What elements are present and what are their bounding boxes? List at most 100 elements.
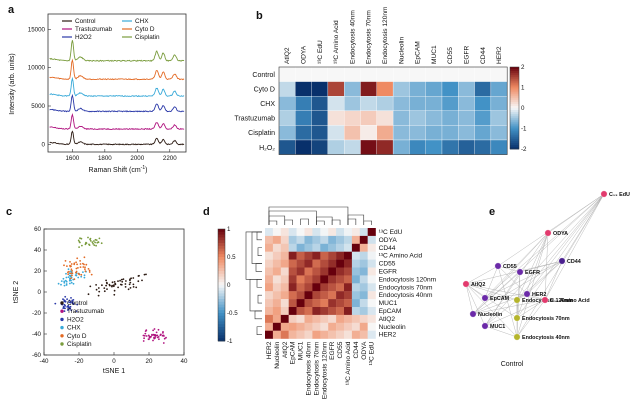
colorbar-b-segment [510, 108, 519, 111]
colorbar-d-tick: -1 [227, 338, 233, 345]
heatmap-d-cell [367, 283, 376, 292]
heatmap-b-cell [474, 81, 492, 97]
heatmap-d-cell [328, 259, 337, 268]
heatmap-d-col-label: HER2 [266, 341, 273, 359]
network-node-label: Endocytosis 70nm [522, 316, 570, 322]
tsne-point-trastuzumab [151, 334, 153, 337]
colorbar-d-segment [218, 329, 225, 333]
heatmap-d-cell [359, 322, 368, 331]
network-edge [516, 232, 549, 338]
heatmap-d-row-label: Endocytosis 120nm [379, 276, 437, 283]
y-tick-label-c: -60 [32, 352, 42, 359]
network-edge [516, 271, 521, 338]
heatmap-d-cell [272, 314, 281, 323]
heatmap-d-cell [288, 243, 297, 252]
heatmap-d-cell [367, 228, 376, 237]
colorbar-d-segment [218, 231, 225, 235]
heatmap-d-col-label: ¹³C Amino Acid [345, 341, 352, 385]
x-tick-label-c: 0 [112, 358, 116, 365]
heatmap-d-cell [344, 314, 353, 323]
heatmap-d-cell [336, 243, 345, 252]
tsne-point-cyto-d [70, 268, 73, 271]
heatmap-b-row-label: Cyto D [254, 86, 275, 93]
network-edge [497, 265, 521, 273]
tsne-point-control [117, 280, 119, 282]
heatmap-d-cell [272, 291, 281, 300]
heatmap-b-cell [376, 139, 394, 155]
tsne-point-trastuzumab [152, 333, 155, 336]
heatmap-d-row-label: ¹³C Amino Acid [379, 253, 423, 260]
tsne-point-h2o2 [69, 301, 72, 304]
network-edge [484, 232, 549, 327]
tsne-point-h2o2 [69, 307, 72, 310]
tsne-point-h2o2 [63, 300, 66, 303]
heatmap-b-cell [409, 96, 426, 111]
heatmap-d-cell [280, 283, 289, 292]
heatmap-b-cell [392, 139, 410, 155]
dendrogram-branch [268, 206, 349, 225]
heatmap-d-cell [359, 314, 368, 323]
network-edge [516, 193, 605, 338]
heatmap-d-cell [304, 259, 313, 268]
colorbar-b-segment [510, 132, 519, 136]
heatmap-b-cell [392, 125, 410, 141]
heatmap-d-col-label: Endocytosis 40nm [305, 341, 312, 395]
tsne-point-cyto-d [90, 273, 93, 276]
network-edge [544, 193, 605, 301]
tsne-point-chx [57, 282, 60, 285]
colorbar-b-segment [510, 144, 519, 148]
heatmap-d-cell [351, 330, 360, 339]
network-node-her2 [523, 290, 531, 298]
colorbar-d-segment [218, 335, 225, 339]
tsne-point-control [113, 293, 116, 296]
heatmap-d-cell [312, 243, 321, 252]
heatmap-d-cell [272, 228, 281, 237]
heatmap-b-cell [441, 110, 459, 126]
heatmap-d-cell [272, 330, 281, 339]
heatmap-b-cell [458, 110, 475, 126]
network-node-egfr [516, 268, 524, 276]
tsne-point-cisplatin [98, 237, 101, 240]
heatmap-d-row-label: EpCAM [379, 308, 402, 315]
tsne-point-cyto-d [83, 256, 86, 259]
heatmap-b-cell [490, 125, 508, 141]
heatmap-d-cell [304, 299, 313, 308]
heatmap-b-cell [327, 139, 345, 155]
heatmap-d-row-label: ODYA [379, 237, 398, 244]
heatmap-d-cell [296, 267, 305, 276]
y-axis-label-a: Intensity (arb. units) [9, 53, 16, 114]
heatmap-d-cell [320, 243, 329, 252]
network-edge [484, 193, 605, 299]
heatmap-d-cell [328, 299, 337, 308]
heatmap-d-cell [280, 291, 289, 300]
colorbar-d-segment [218, 332, 225, 336]
tsne-point-h2o2 [71, 300, 74, 303]
heatmap-b-cell [409, 125, 426, 141]
heatmap-d-cell [336, 291, 345, 300]
network-edge [484, 293, 528, 299]
heatmap-d-cell [304, 330, 313, 339]
tsne-point-control [111, 284, 113, 287]
tsne-point-control [106, 282, 108, 285]
tsne-point-cyto-d [77, 267, 79, 269]
tsne-point-chx [68, 274, 71, 277]
colorbar-d-tick: 0 [227, 282, 231, 289]
heatmap-d-cell [304, 228, 313, 237]
heatmap-d-row-label: Endocytosis 40nm [379, 292, 433, 299]
tsne-point-control [97, 287, 100, 289]
tsne-point-trastuzumab [153, 336, 155, 339]
heatmap-d-cell [312, 283, 321, 292]
heatmap-b-cell [441, 139, 459, 155]
tsne-point-cyto-d [88, 271, 91, 273]
tsne-point-cisplatin [78, 246, 80, 249]
heatmap-d-cell [344, 267, 353, 276]
tsne-point-chx [63, 280, 66, 283]
heatmap-d-cell [280, 243, 289, 252]
heatmap-d-cell [304, 283, 313, 292]
network-edge [465, 283, 546, 301]
spectrum-chx [49, 76, 185, 98]
tsne-point-control [97, 294, 100, 297]
heatmap-b-cell [344, 125, 361, 141]
